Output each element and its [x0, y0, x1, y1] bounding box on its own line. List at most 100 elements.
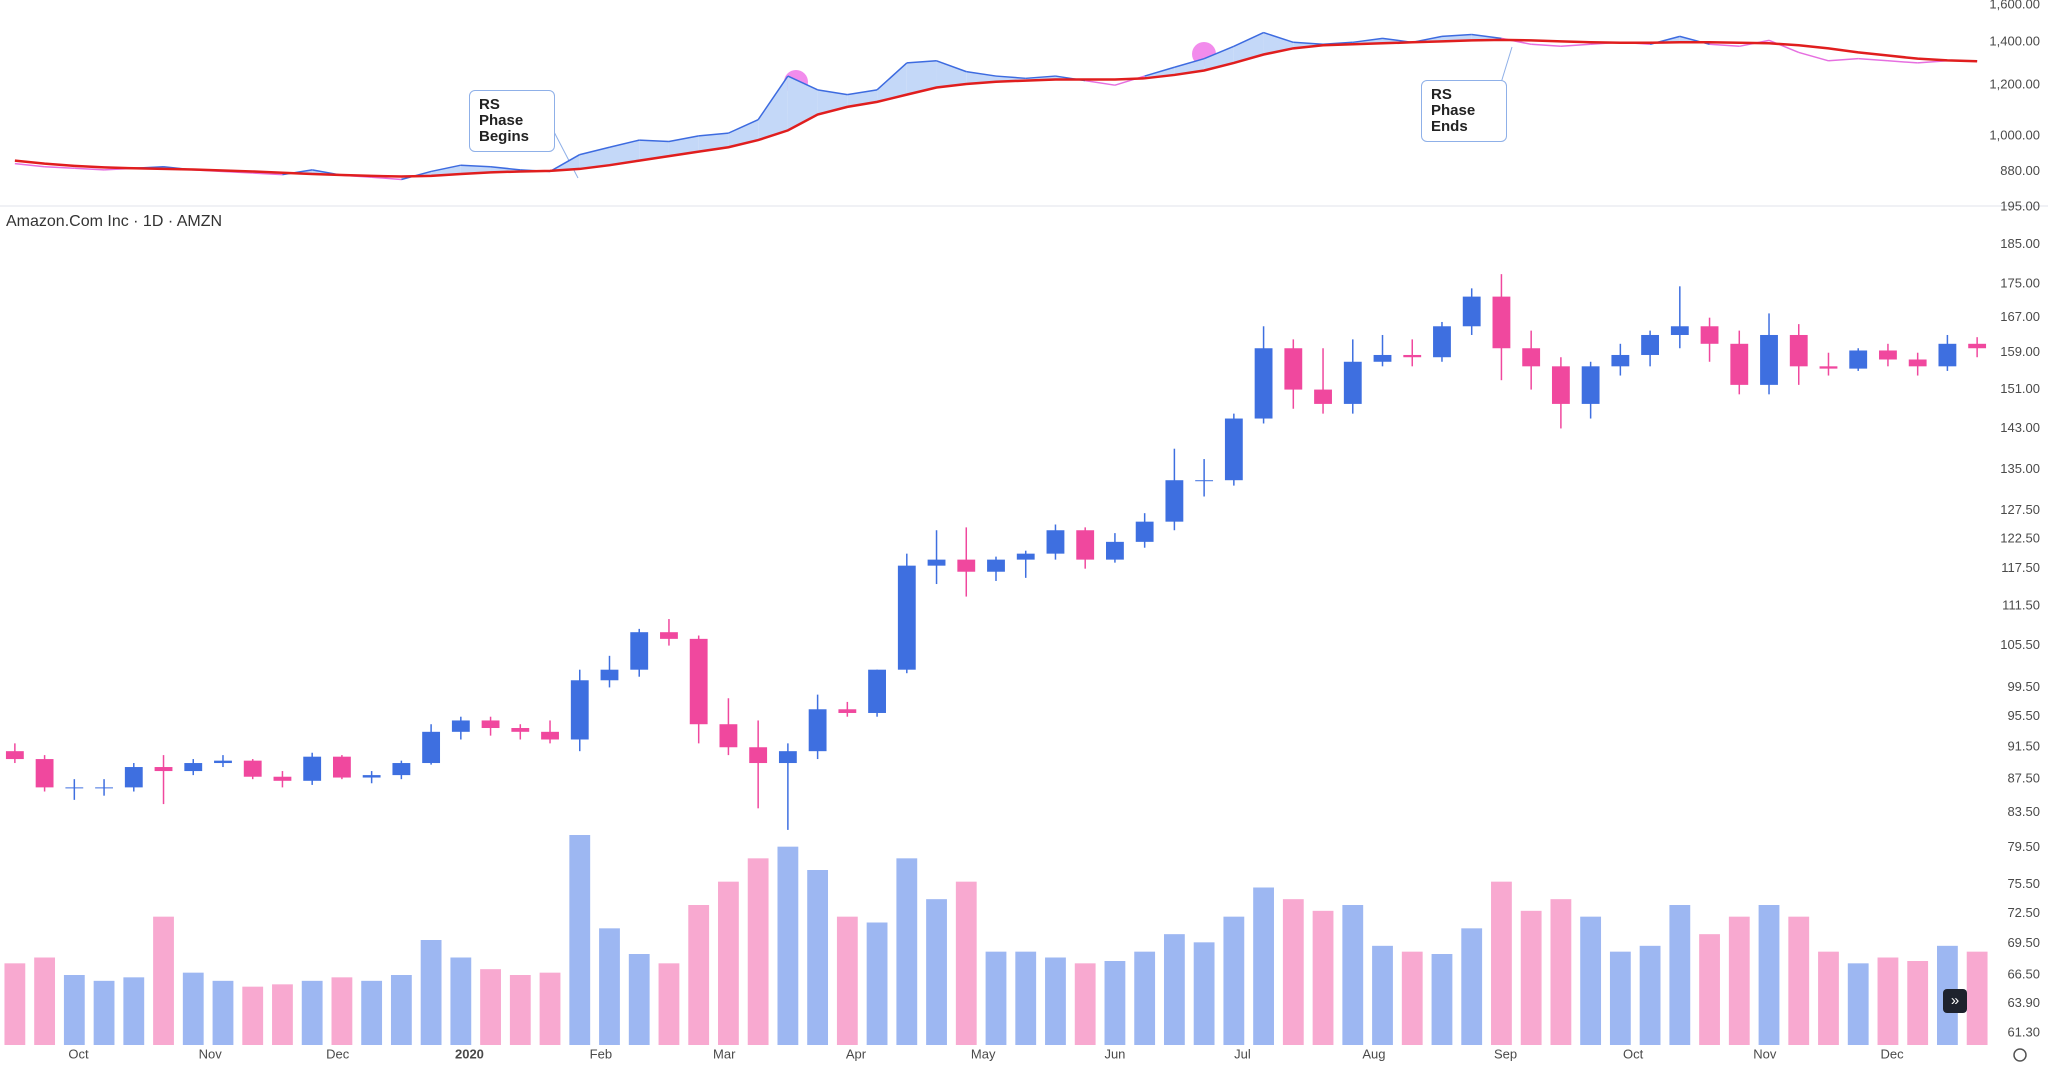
- volume-bar: [836, 916, 858, 1045]
- candle-body: [1373, 354, 1392, 362]
- x-tick-label: May: [971, 1046, 996, 1061]
- candle-body: [1551, 366, 1570, 404]
- rs-fill: [668, 135, 699, 157]
- volume-bar: [272, 984, 293, 1045]
- volume-bar: [63, 975, 85, 1045]
- volume-bar: [1312, 910, 1334, 1045]
- candle-body: [1462, 296, 1481, 327]
- candle-body: [243, 760, 262, 777]
- volume-bar: [1609, 951, 1631, 1045]
- volume-bar: [718, 881, 739, 1045]
- candle-body: [630, 632, 649, 670]
- candle-body: [1879, 350, 1897, 360]
- volume-bar: [509, 975, 531, 1045]
- rs-line-segment: [549, 153, 581, 173]
- rs-line-segment: [1471, 33, 1502, 40]
- volume-bar: [242, 986, 264, 1045]
- candle-body: [838, 709, 857, 713]
- rs-line-segment: [1828, 57, 1859, 62]
- candle-body: [1224, 418, 1243, 481]
- rs-fill: [906, 60, 937, 95]
- candle-body: [1314, 389, 1332, 404]
- chart-title: Amazon.Com Inc · 1D · AMZN: [6, 213, 222, 230]
- x-tick-label: Jun: [1104, 1046, 1125, 1061]
- rs-line-segment: [757, 75, 789, 121]
- rs-line-segment: [847, 89, 878, 96]
- y-tick-label: 83.50: [2007, 804, 2040, 819]
- volume-bar: [390, 975, 412, 1045]
- candle-body: [957, 559, 976, 572]
- y-tick-label: 175.00: [2000, 276, 2040, 291]
- volume-bar: [1877, 957, 1899, 1045]
- candle-body: [1076, 530, 1095, 560]
- candle-body: [719, 724, 738, 748]
- annotation: RS Phase Ends: [1421, 80, 1507, 142]
- y-tick-label: 75.50: [2007, 876, 2040, 891]
- volume-bar: [1342, 905, 1364, 1045]
- x-tick-label: Nov: [199, 1046, 223, 1061]
- candle-body: [422, 731, 441, 764]
- rs-line-segment: [1233, 31, 1264, 47]
- candle-body: [1492, 296, 1511, 349]
- volume-bar: [1163, 934, 1185, 1045]
- volume-bar: [1461, 928, 1483, 1045]
- y-tick-label: 143.00: [2000, 420, 2040, 435]
- rs-fill: [609, 140, 640, 166]
- y-tick-label: 185.00: [2000, 236, 2040, 251]
- candle-body: [1700, 326, 1719, 344]
- x-tick-label: Aug: [1362, 1046, 1385, 1061]
- candle-body: [1670, 326, 1689, 335]
- rs-line-segment: [668, 135, 699, 143]
- volume-bar: [153, 916, 174, 1045]
- volume-bar: [777, 846, 799, 1045]
- candle-body: [95, 787, 113, 789]
- rs-line-segment: [44, 165, 75, 170]
- candle-body: [600, 669, 619, 681]
- candle-body: [1908, 359, 1927, 367]
- volume-bar: [1818, 951, 1839, 1045]
- volume-bar: [1669, 905, 1691, 1045]
- rs-line-segment: [639, 139, 669, 143]
- candle-body: [927, 559, 946, 566]
- rs-line-segment: [1560, 43, 1591, 48]
- rs-line-segment: [14, 162, 45, 168]
- y-tick-label: 1,600.00: [1989, 0, 2040, 12]
- rs-fill: [787, 76, 818, 131]
- volume-bar: [480, 969, 501, 1045]
- y-tick-label: 66.50: [2007, 967, 2040, 982]
- volume-bar: [985, 951, 1007, 1045]
- rs-fill: [639, 140, 669, 161]
- candle-body: [273, 776, 292, 781]
- candle-body: [1195, 480, 1214, 482]
- candle-body: [1046, 530, 1065, 554]
- rs-line-segment: [906, 60, 937, 64]
- y-tick-label: 72.50: [2007, 905, 2040, 920]
- volume-bar: [599, 928, 620, 1045]
- y-tick-label: 1,000.00: [1989, 127, 2040, 142]
- rs-line-segment: [876, 62, 908, 91]
- candle-body: [1968, 343, 1987, 349]
- candle-body: [1135, 521, 1154, 542]
- rs-line-segment: [1887, 60, 1918, 64]
- volume-bar: [34, 957, 56, 1045]
- y-tick-label: 91.50: [2007, 739, 2040, 754]
- y-tick-label: 135.00: [2000, 461, 2040, 476]
- candle-body: [1730, 343, 1749, 385]
- volume-bar: [1253, 887, 1274, 1045]
- rs-line-segment: [1293, 41, 1324, 46]
- rs-line-segment: [1768, 39, 1800, 54]
- settings-icon[interactable]: [2013, 1048, 2027, 1062]
- rs-line-segment: [1531, 43, 1561, 48]
- candle-body: [65, 787, 84, 789]
- volume-bar: [1491, 881, 1512, 1045]
- candle-body: [124, 767, 143, 788]
- annotation: RS Phase Begins: [469, 90, 555, 152]
- scroll-to-realtime-button[interactable]: »: [1943, 989, 1967, 1013]
- candle-body: [481, 720, 500, 729]
- rs-line-segment: [698, 132, 729, 137]
- y-tick-label: 117.50: [2001, 560, 2040, 575]
- candle-body: [1611, 354, 1630, 367]
- volume-bar: [747, 858, 769, 1045]
